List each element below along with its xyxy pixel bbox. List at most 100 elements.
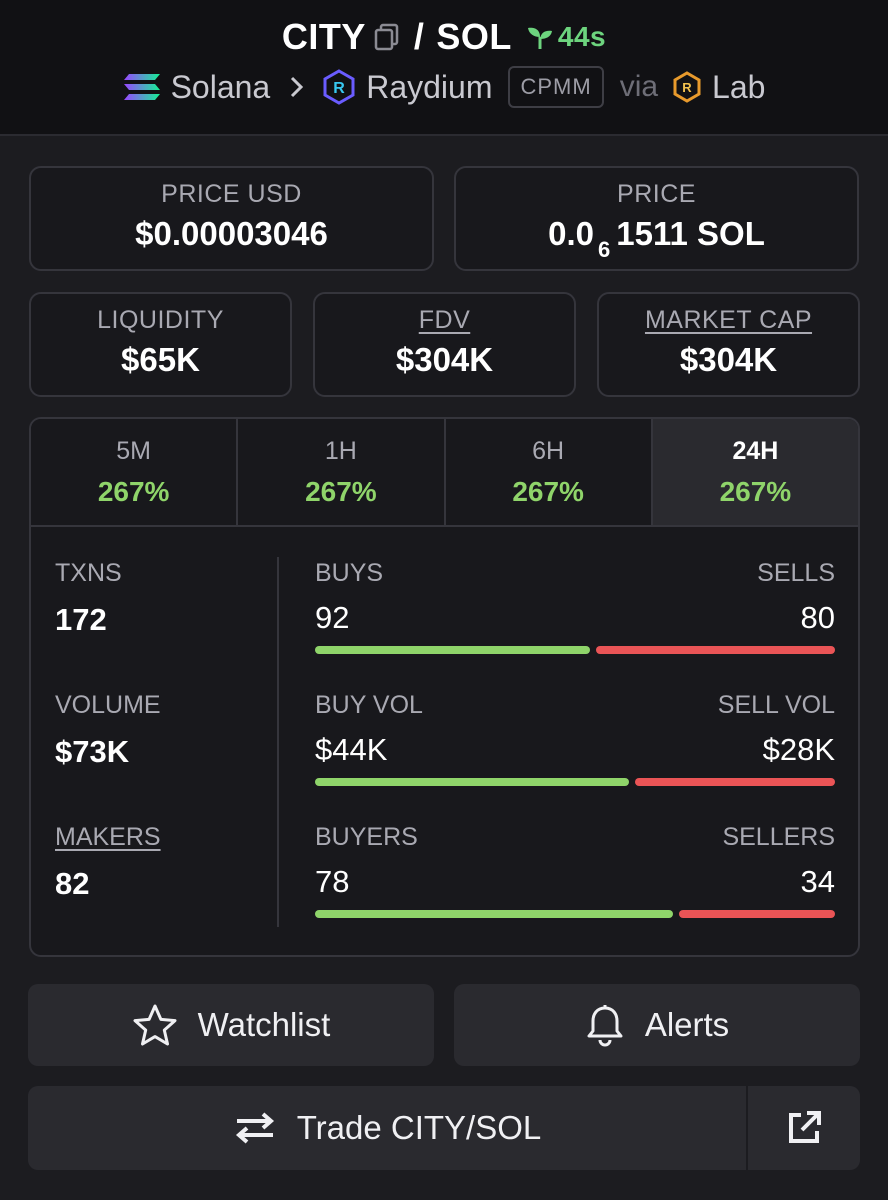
alerts-label: Alerts: [644, 1006, 730, 1043]
tab-change: 267%: [512, 476, 584, 507]
tab-5m[interactable]: 5M 267%: [31, 419, 239, 525]
makers-value: 82: [55, 866, 90, 901]
star-icon: [133, 1004, 177, 1046]
chevron-right-icon: [290, 76, 304, 98]
tab-change: 267%: [305, 476, 377, 507]
launchpad-link[interactable]: Lab: [712, 68, 766, 105]
volume-metric: VOLUME $73K: [55, 691, 275, 823]
pool-type-badge: CPMM: [508, 66, 604, 108]
buys-value: 92: [315, 600, 350, 635]
txns-metric: TXNS 172: [55, 559, 275, 691]
trade-bar: Trade CITY/SOL: [28, 1086, 860, 1170]
sells-value: 80: [800, 600, 835, 635]
volume-ratio: BUY VOL SELL VOL $44K $28K: [315, 691, 835, 823]
buyers-label: BUYERS: [315, 823, 418, 851]
volume-ratio-bar: [315, 778, 835, 786]
tab-change: 267%: [719, 476, 792, 507]
market-cap-label[interactable]: MARKET CAP: [644, 306, 813, 334]
price-suffix: 1511 SOL: [616, 215, 765, 252]
svg-text:R: R: [682, 80, 692, 95]
buy-bar: [315, 646, 590, 654]
tab-label: 1H: [324, 437, 357, 465]
watchlist-label: Watchlist: [197, 1006, 331, 1043]
pair-age: 44s: [526, 21, 606, 53]
liquidity-value: $65K: [121, 341, 200, 378]
open-external-button[interactable]: [746, 1086, 860, 1170]
market-cap-value: $304K: [679, 341, 778, 378]
tab-1h[interactable]: 1H 267%: [238, 419, 446, 525]
fdv-card[interactable]: FDV $304K: [313, 292, 576, 397]
makers-ratio-bar: [315, 910, 835, 918]
watchlist-button[interactable]: Watchlist: [28, 984, 434, 1066]
sell-bar: [679, 910, 835, 918]
dex-link[interactable]: Raydium: [366, 68, 493, 105]
price-prefix: 0.0: [548, 215, 594, 252]
sells-label: SELLS: [757, 559, 835, 587]
makers-metric: MAKERS 82: [55, 823, 275, 955]
column-divider: [277, 557, 279, 927]
alerts-button[interactable]: Alerts: [454, 984, 860, 1066]
fdv-label[interactable]: FDV: [418, 306, 471, 334]
via-label: via: [619, 70, 659, 103]
sell-vol-value: $28K: [762, 732, 835, 767]
price-native-value: 0.0 6 1511 SOL: [456, 215, 857, 262]
makers-label[interactable]: MAKERS: [55, 823, 161, 851]
svg-text:R: R: [333, 80, 345, 97]
market-cap-card[interactable]: MARKET CAP $304K: [597, 292, 860, 397]
buy-vol-value: $44K: [315, 732, 388, 767]
tab-change: 267%: [97, 476, 170, 507]
buys-label: BUYS: [315, 559, 384, 587]
sellers-value: 34: [800, 864, 835, 899]
pair-header: CITY / SOL 44s Solana R Raydium CPMM via…: [0, 0, 888, 136]
sprout-icon: [527, 27, 552, 49]
price-usd-label: PRICE USD: [161, 180, 302, 208]
makers-ratio: BUYERS SELLERS 78 34: [315, 823, 835, 955]
sell-bar: [596, 646, 835, 654]
price-usd-value: $0.00003046: [135, 215, 328, 252]
tab-6h[interactable]: 6H 267%: [445, 419, 653, 525]
tab-label: 6H: [532, 437, 565, 465]
sell-vol-label: SELL VOL: [717, 691, 835, 719]
txns-ratio-bar: [315, 646, 835, 654]
txns-ratio: BUYS SELLS 92 80: [315, 559, 835, 691]
price-native-label: PRICE: [617, 180, 696, 208]
pair-separator: /: [413, 16, 425, 57]
pair-title: CITY / SOL 44s: [0, 16, 888, 58]
solana-icon: [123, 72, 161, 102]
pair-breadcrumb: Solana R Raydium CPMM via R Lab: [0, 66, 888, 108]
lab-icon: R: [672, 71, 702, 103]
volume-value: $73K: [55, 734, 130, 769]
bell-icon: [587, 1005, 623, 1047]
copy-icon[interactable]: [374, 23, 400, 51]
tab-label: 24H: [732, 437, 779, 465]
quote-token: SOL: [436, 16, 512, 57]
liquidity-card: LIQUIDITY $65K: [29, 292, 292, 397]
timeframe-tabs: 5M 267% 1H 267% 6H 267% 24H 267%: [31, 419, 858, 527]
raydium-icon: R: [322, 69, 356, 105]
buy-bar: [315, 910, 673, 918]
volume-label: VOLUME: [55, 691, 161, 719]
txns-value: 172: [55, 602, 107, 637]
fdv-value: $304K: [395, 341, 494, 378]
sellers-label: SELLERS: [722, 823, 835, 851]
tab-label: 5M: [116, 437, 151, 465]
liquidity-label: LIQUIDITY: [97, 306, 224, 334]
base-token: CITY: [281, 16, 366, 57]
stats-panel: 5M 267% 1H 267% 6H 267% 24H 267% TXNS 17…: [29, 417, 860, 957]
buyers-value: 78: [315, 864, 350, 899]
ratios-column: BUYS SELLS 92 80 BUY VOL SELL VOL $44K $28K …: [315, 559, 835, 955]
trade-button[interactable]: Trade CITY/SOL: [28, 1086, 746, 1170]
price-zero-count: 6: [598, 237, 611, 262]
price-native-card: PRICE 0.0 6 1511 SOL: [454, 166, 859, 271]
buy-bar: [315, 778, 629, 786]
tab-24h[interactable]: 24H 267%: [652, 419, 858, 525]
sell-bar: [635, 778, 835, 786]
txns-label: TXNS: [55, 559, 122, 587]
totals-column: TXNS 172 VOLUME $73K MAKERS 82: [55, 559, 275, 955]
chain-link[interactable]: Solana: [170, 68, 271, 105]
trade-label: Trade CITY/SOL: [296, 1109, 542, 1146]
external-link-icon: [789, 1111, 821, 1143]
buy-vol-label: BUY VOL: [315, 691, 423, 719]
age-text: 44s: [557, 21, 607, 52]
swap-arrows-icon: [235, 1112, 274, 1144]
